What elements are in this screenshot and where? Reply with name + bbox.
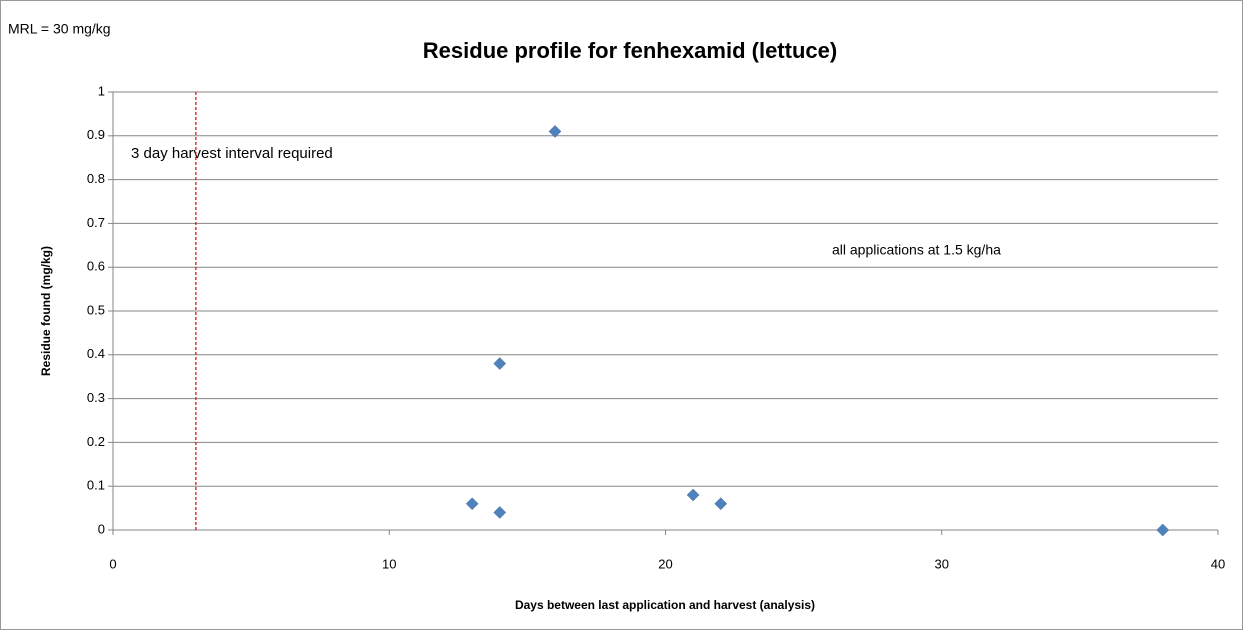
- data-point: [1156, 523, 1170, 537]
- y-tick-label: 0.2: [87, 434, 105, 449]
- y-tick-label: 0.8: [87, 171, 105, 186]
- data-point: [548, 125, 562, 138]
- y-tick-label: 1: [98, 83, 105, 98]
- y-tick-label: 0.7: [87, 215, 105, 230]
- data-point: [493, 506, 507, 519]
- data-point: [686, 488, 700, 502]
- data-point: [493, 357, 507, 370]
- y-tick-label: 0.6: [87, 259, 105, 274]
- y-tick-label: 0.4: [87, 346, 105, 361]
- y-tick-label: 0: [98, 521, 105, 536]
- y-tick-label: 0.1: [87, 478, 105, 493]
- x-tick-label: 10: [382, 556, 396, 571]
- chart-title: Residue profile for fenhexamid (lettuce): [423, 38, 837, 63]
- y-axis-label: Residue found (mg/kg): [39, 246, 53, 376]
- x-tick-label: 40: [1211, 556, 1225, 571]
- annotation: MRL = 30 mg/kg: [8, 21, 111, 37]
- y-tick-label: 0.9: [87, 127, 105, 142]
- y-tick-label: 0.5: [87, 302, 105, 317]
- data-point: [714, 497, 728, 511]
- y-tick-label: 0.3: [87, 390, 105, 405]
- x-tick-label: 20: [658, 556, 672, 571]
- x-tick-label: 30: [935, 556, 949, 571]
- data-point: [465, 497, 479, 511]
- x-axis-label: Days between last application and harves…: [515, 598, 815, 612]
- annotation: 3 day harvest interval required: [131, 145, 333, 162]
- x-tick-label: 0: [109, 556, 116, 571]
- annotation: all applications at 1.5 kg/ha: [832, 242, 1001, 258]
